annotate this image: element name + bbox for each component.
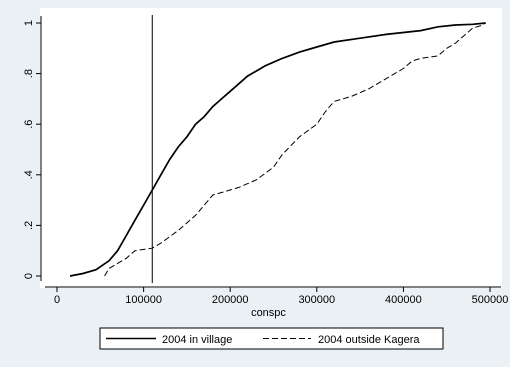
series-layer — [69, 22, 486, 277]
legend-box — [99, 327, 444, 350]
legend-label: 2004 in village — [162, 334, 232, 346]
x-tick-label: 500000 — [472, 294, 509, 306]
x-axis-title: conspc — [251, 307, 286, 319]
x-tick-label: 0 — [54, 294, 60, 306]
y-tick-label: .2 — [23, 221, 35, 230]
y-tick-label: .4 — [23, 170, 35, 179]
legend-label: 2004 outside Kagera — [318, 334, 420, 346]
axes: 0 100000 200000 300000 400000 500000 0 .2 .4 .6 .8… — [23, 15, 508, 319]
y-tick-label: 1 — [23, 20, 35, 26]
series-line-2004-in-village — [69, 22, 486, 277]
x-tick-label: 200000 — [212, 294, 249, 306]
y-tick-label: .8 — [23, 69, 35, 78]
x-tick-label: 300000 — [298, 294, 335, 306]
series-line-2004-outside-kagera — [104, 22, 486, 277]
y-tick-label: 0 — [23, 273, 35, 279]
legend: 2004 in village 2004 outside Kagera — [99, 327, 444, 350]
x-tick-label: 100000 — [125, 294, 162, 306]
y-tick-label: .6 — [23, 120, 35, 129]
x-tick-label: 400000 — [385, 294, 422, 306]
plot-area — [40, 8, 502, 288]
